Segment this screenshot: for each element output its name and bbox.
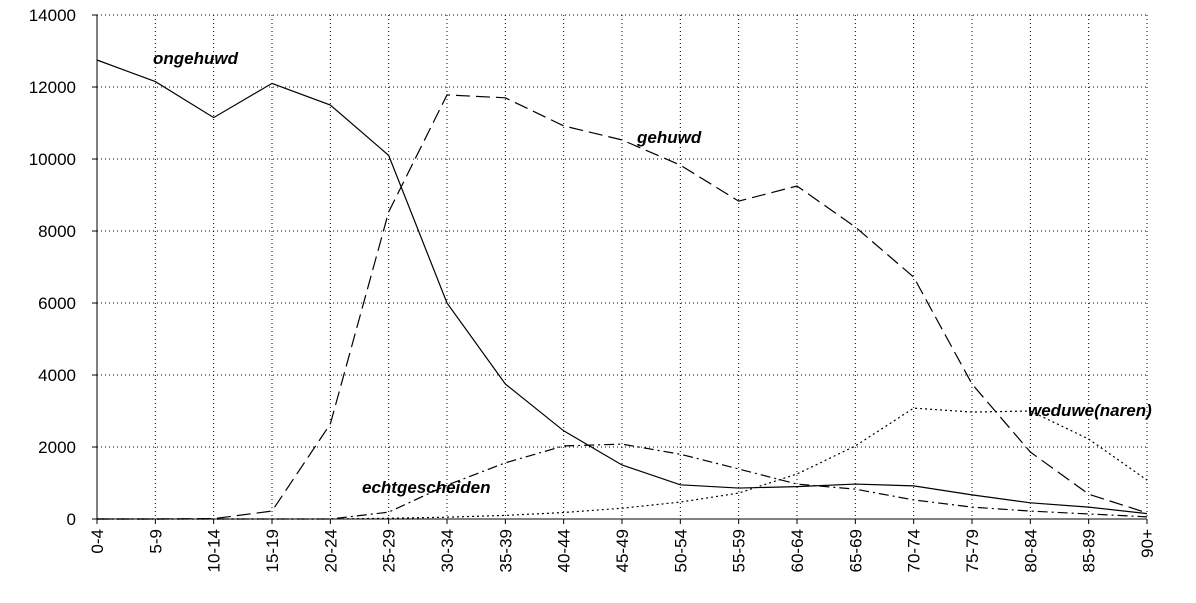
series-line: [96, 59, 1148, 515]
y-tick-label: 10000: [29, 150, 76, 169]
y-tick-label: 6000: [38, 294, 76, 313]
x-tick-label: 30-34: [438, 529, 457, 572]
x-tick-label: 25-29: [380, 529, 399, 572]
x-tick-label: 15-19: [263, 529, 282, 572]
y-tick-label: 4000: [38, 366, 76, 385]
x-tick-label: 10-14: [205, 529, 224, 572]
y-tick-label: 0: [67, 510, 76, 529]
x-tick-label: 55-59: [730, 529, 749, 572]
series-line: [97, 443, 1148, 520]
y-tick-label: 8000: [38, 222, 76, 241]
x-tick-label: 5-9: [146, 529, 165, 554]
x-tick-label: 90+: [1138, 529, 1157, 558]
series-label: gehuwd: [636, 128, 702, 147]
x-tick-label: 75-79: [963, 529, 982, 572]
x-tick-label: 35-39: [496, 529, 515, 572]
y-tick-label: 12000: [29, 78, 76, 97]
x-tick-label: 80-84: [1021, 529, 1040, 572]
x-tick-label: 60-64: [788, 529, 807, 572]
series-label: ongehuwd: [153, 49, 239, 68]
x-tick-label: 0-4: [88, 529, 107, 554]
series-label: echtgescheiden: [362, 478, 491, 497]
x-tick-label: 85-89: [1080, 529, 1099, 572]
y-tick-label: 14000: [29, 6, 76, 25]
x-tick-label: 45-49: [613, 529, 632, 572]
y-tick-label: 2000: [38, 438, 76, 457]
series-label: weduwe(naren): [1028, 401, 1152, 420]
x-tick-label: 50-54: [671, 529, 690, 572]
x-tick-label: 65-69: [846, 529, 865, 572]
x-tick-label: 70-74: [905, 529, 924, 572]
x-tick-label: 20-24: [321, 529, 340, 572]
x-tick-label: 40-44: [555, 529, 574, 572]
